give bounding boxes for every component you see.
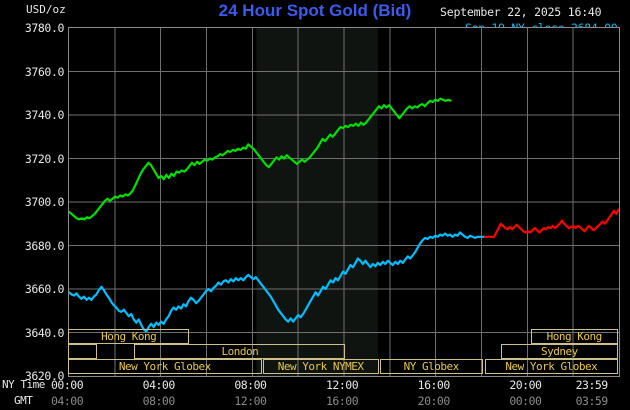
price-line-red	[483, 208, 619, 238]
x-tick-gmt-time: 08:00	[142, 394, 176, 408]
y-tick-label: 3640.0	[24, 325, 65, 340]
x-tick-gmt-time: 04:00	[51, 394, 84, 408]
x-axis-labels: NY Time GMT 00:00 04:00 04:00 08:00 08:00 12:…	[0, 378, 630, 410]
y-tick-label: 3780.0	[24, 21, 65, 35]
x-tick-ny-time: 16:00	[417, 378, 451, 392]
session-bar-new-york-nymex: New York NYMEX	[262, 359, 379, 374]
x-axis-row-gmt-label: GMT	[14, 394, 33, 407]
x-tick-ny-time: 23:59	[575, 378, 609, 392]
chart-timestamp: September 22, 2025 16:40	[440, 5, 602, 19]
y-tick-label: 3760.0	[24, 64, 65, 79]
x-tick-gmt-time: 16:00	[326, 394, 359, 408]
page-title: 24 Hour Spot Gold (Bid)	[218, 1, 412, 20]
session-bar-ny-globex: NY Globex	[379, 359, 483, 374]
price-series-svg	[69, 28, 619, 376]
price-line-blue	[69, 231, 487, 333]
trading-session-bars: Hong Kong Hong Kong London Sydney New York G…	[68, 329, 620, 375]
y-axis-unit-label: USD/oz	[26, 3, 66, 16]
x-tick-gmt-time: 00:00	[509, 394, 542, 408]
session-bar-sydney: Sydney	[501, 344, 618, 359]
session-bar-segment	[68, 344, 97, 359]
x-axis-row-ny-label: NY Time	[2, 378, 45, 391]
x-tick-ny-time: 00:00	[51, 378, 84, 392]
y-tick-label: 3680.0	[24, 238, 65, 253]
session-bar-london: London	[134, 344, 346, 359]
x-tick-ny-time: 20:00	[509, 378, 542, 392]
x-tick-gmt-time: 20:00	[417, 394, 451, 408]
session-bar-hong-kong: Hong Kong	[68, 329, 190, 344]
y-tick-label: 3660.0	[24, 282, 65, 296]
session-bar-new-york-globex: New York Globex	[485, 359, 618, 374]
y-tick-label: 3700.0	[24, 195, 65, 209]
x-tick-gmt-time: 03:59	[575, 394, 609, 408]
session-bar-hong-kong: Hong Kong	[530, 329, 618, 344]
y-axis-labels: 3780.0 3760.0 3740.0 3720.0 3700.0 3680.0 3660…	[0, 21, 65, 383]
x-tick-ny-time: 04:00	[142, 378, 176, 392]
session-bar-new-york-globex: New York Globex	[68, 359, 262, 374]
y-tick-label: 3720.0	[24, 151, 65, 166]
plot-area	[68, 27, 620, 377]
y-tick-label: 3740.0	[24, 108, 65, 122]
x-tick-ny-time: 08:00	[234, 378, 267, 392]
y-tick-label: 3620.0	[24, 369, 65, 383]
price-line-green	[69, 97, 452, 221]
x-tick-ny-time: 12:00	[326, 378, 359, 392]
x-tick-gmt-time: 12:00	[234, 394, 267, 408]
